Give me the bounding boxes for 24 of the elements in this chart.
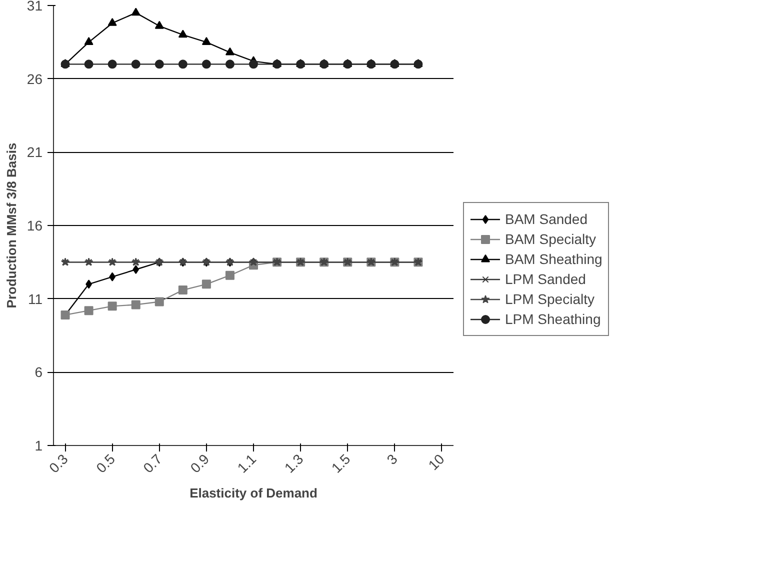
x-tick-label: 3 <box>384 450 400 468</box>
legend-label: BAM Sheathing <box>505 250 602 266</box>
x-tick-label: 1.1 <box>234 450 260 476</box>
x-tick-label: 0.7 <box>140 450 166 476</box>
y-tick-label: 6 <box>34 364 43 380</box>
x-tick-label: 0.5 <box>92 450 118 476</box>
x-tick-label: 1.3 <box>281 450 306 476</box>
x-tick-label: 10 <box>425 450 448 474</box>
legend-label: BAM Specialty <box>505 230 596 246</box>
y-tick-label: 31 <box>26 0 43 14</box>
y-tick-label: 26 <box>26 70 43 87</box>
legend-label: BAM Sanded <box>505 210 588 226</box>
y-tick-label: 16 <box>26 218 43 234</box>
legend-label: LPM Sheathing <box>505 310 601 326</box>
x-tick-label: 0.9 <box>187 450 212 476</box>
legend-label: LPM Sanded <box>505 270 586 286</box>
y-tick-label: 21 <box>26 144 43 160</box>
x-axis-title: Elasticity of Demand <box>190 485 318 500</box>
x-tick-label: 1.5 <box>328 450 354 476</box>
y-tick-label: 11 <box>28 290 43 307</box>
x-tick-label: 0.3 <box>46 450 72 476</box>
y-tick-label: 1 <box>34 438 43 454</box>
legend-label: LPM Specialty <box>505 290 594 306</box>
y-axis-title: Production MMsf 3/8 Basis <box>4 142 19 308</box>
